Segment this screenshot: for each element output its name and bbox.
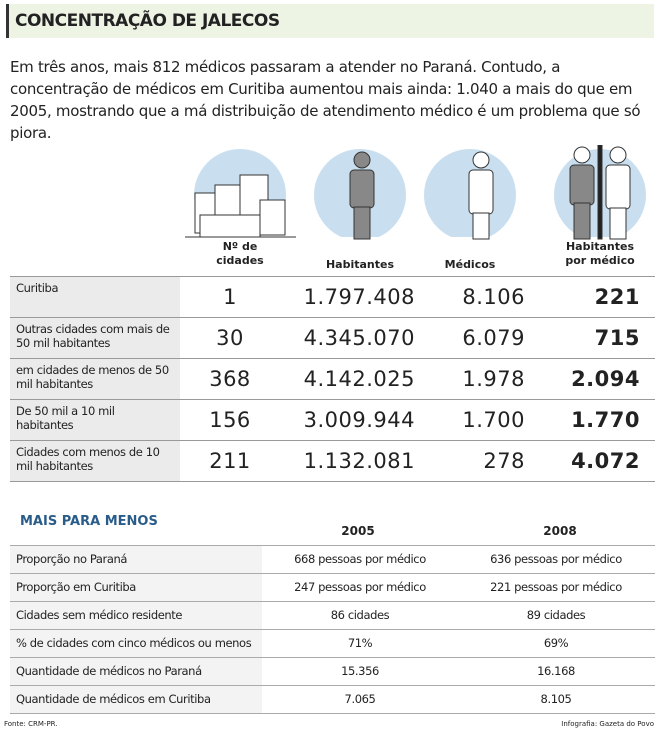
table-row: Cidades com menos de 10 mil habitantes 21… [10,440,655,482]
cell: 247 pessoas por médico [294,580,426,594]
comparison-row: % de cidades com cinco médicos ou menos 7… [10,629,655,657]
cell: 1 [223,285,237,309]
cell: 86 cidades [330,608,390,622]
cell: 1.700 [462,408,525,432]
cell: 211 [209,449,251,473]
column-header: Habitantes [325,258,395,271]
cell: 1.797.408 [303,285,415,309]
comparison-row: Proporção no Paraná 668 pessoas por médic… [10,545,655,573]
column-header: Médicos [444,258,496,271]
intro: Em três anos, mais 812 médicos passaram … [10,58,641,142]
cell: 278 [483,449,525,473]
cell: 221 [594,285,640,309]
cell: 71% [347,636,373,650]
row-label: em cidades de menos de 50 mil habitantes [10,359,180,399]
comparison-row: Quantidade de médicos no Paraná 15.356 16.… [10,657,655,685]
row-label: Quantidade de médicos em Curitiba [10,686,262,713]
source: Fonte: CRM-PR. [4,720,58,728]
table-row: Curitiba 1 1.797.408 8.106 221 [10,276,655,317]
cell: 668 pessoas por médico [294,552,426,566]
row-label: Cidades com menos de 10 mil habitantes [10,441,180,481]
column-header: Habitantes por médico [565,240,635,267]
row-label: Outras cidades com mais de 50 mil habita… [10,318,180,358]
comparison-row: Quantidade de médicos em Curitiba 7.065 8.… [10,685,655,714]
cell: 1.132.081 [303,449,415,473]
cell: 156 [209,408,251,432]
icons [180,145,660,240]
column-header: Nº de cidades [216,240,264,267]
cell: 368 [209,367,251,391]
row-label: Proporção no Paraná [10,546,262,573]
row-label: Curitiba [10,277,180,317]
cell: 221 pessoas por médico [490,580,622,594]
cell: 8.105 [540,692,572,706]
cell: 1.770 [571,408,640,432]
comparison-table: Proporção no Paraná 668 pessoas por médic… [10,545,655,714]
row-label: De 50 mil a 10 mil habitantes [10,400,180,440]
cell: 1.978 [462,367,525,391]
cell: 7.065 [344,692,376,706]
row-label: Proporção em Curitiba [10,574,262,601]
row-label: % de cidades com cinco médicos ou menos [10,630,262,657]
cell: 636 pessoas por médico [490,552,622,566]
cell: 69% [543,636,569,650]
cell: 89 cidades [526,608,586,622]
cell: 4.345.070 [303,326,415,350]
table-row: em cidades de menos de 50 mil habitantes… [10,358,655,399]
row-label: Cidades sem médico residente [10,602,262,629]
comparison-row: Cidades sem médico residente 86 cidades 89… [10,601,655,629]
cell: 715 [594,326,640,350]
cell: 4.142.025 [303,367,415,391]
credit: Infografia: Gazeta do Povo [561,720,654,728]
cell: 16.168 [537,664,575,678]
comparison-header: 2008 [543,524,577,538]
cell: 15.356 [341,664,379,678]
cell: 30 [216,326,244,350]
cell: 2.094 [571,367,640,391]
comparison-row: Proporção em Curitiba 247 pessoas por méd… [10,573,655,601]
cell: 6.079 [462,326,525,350]
cell: 3.009.944 [303,408,415,432]
table-row: Outras cidades com mais de 50 mil habita… [10,317,655,358]
row-label: Quantidade de médicos no Paraná [10,658,262,685]
table-row: De 50 mil a 10 mil habitantes 156 3.009.94… [10,399,655,440]
comparison-title: MAIS PARA MENOS [20,514,158,529]
comparison-header: 2005 [341,524,375,538]
cell: 8.106 [462,285,525,309]
cell: 4.072 [571,449,640,473]
table: Curitiba 1 1.797.408 8.106 221 Outras cidades… [10,276,655,482]
title: CONCENTRAÇÃO DE JALECOS [6,4,654,38]
